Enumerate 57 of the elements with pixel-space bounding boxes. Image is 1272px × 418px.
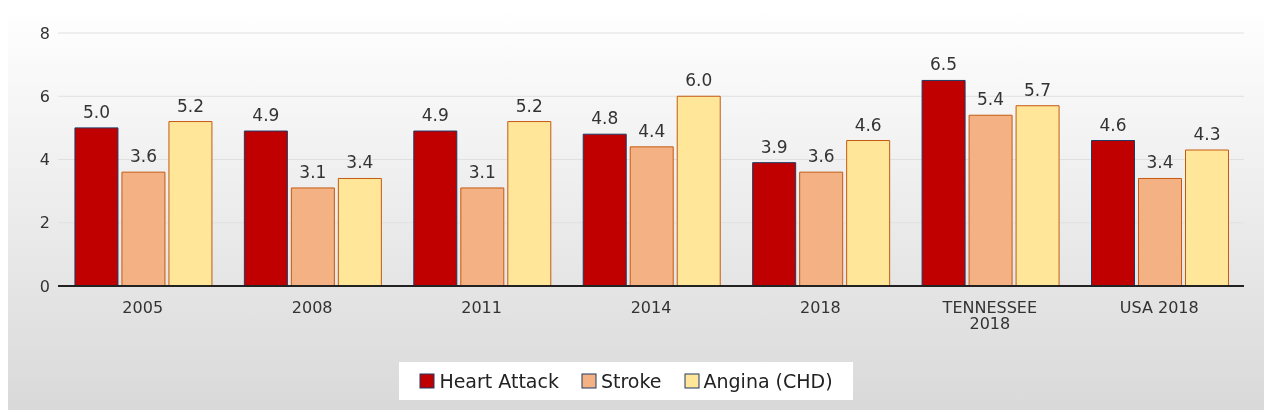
bar [1091,140,1136,286]
data-label: 6.0 [685,70,713,91]
data-label: 5.2 [176,95,204,116]
bar [968,114,1013,286]
data-label: 3.9 [760,136,788,157]
data-label: 5.4 [977,89,1005,110]
bar [799,171,844,286]
data-label: 4.3 [1193,124,1221,145]
bar [629,146,674,286]
bar [460,187,505,286]
data-label: 3.4 [1146,152,1174,173]
y-tick-label: 0 [39,276,50,296]
bar [413,130,458,286]
bar [121,171,166,286]
bar [243,130,288,286]
bar [1138,177,1183,286]
bar [921,79,966,286]
data-label: 6.5 [930,54,958,75]
legend-label: Angina (CHD) [702,370,833,392]
data-label: 3.1 [468,161,496,182]
legend-label: Heart Attack [438,370,559,392]
bar [74,127,119,286]
bar [290,187,335,286]
bar [168,121,213,286]
x-tick-label: TENNESSEE 2018 [941,298,1038,334]
bar [1185,149,1230,286]
data-label: 3.1 [299,161,327,182]
y-tick-label: 8 [39,23,50,43]
bar [507,121,552,286]
x-tick-label: 2008 [291,298,333,318]
data-label: 4.4 [638,120,666,141]
bar [846,140,891,286]
data-label: 5.2 [515,95,543,116]
bar [337,177,382,286]
bar [1015,105,1060,286]
data-label: 4.6 [1099,114,1127,135]
bar [752,162,797,286]
y-tick-label: 6 [39,86,50,106]
y-tick-label: 2 [39,213,50,233]
data-label: 5.7 [1024,79,1052,100]
data-label: 5.0 [82,101,110,122]
y-tick-label: 4 [39,150,50,170]
x-tick-label: 2005 [122,298,164,318]
legend-label: Stroke [599,370,662,392]
data-label: 4.9 [252,105,280,126]
x-tick-label: 2014 [630,298,672,318]
x-tick-label: 2018 [800,298,841,318]
bar [582,133,627,286]
data-label: 4.8 [591,108,619,129]
x-tick-label: USA 2018 [1119,298,1199,318]
data-label: 3.6 [129,146,157,167]
data-label: 3.6 [807,146,835,167]
bar [676,95,721,286]
data-label: 3.4 [346,152,374,173]
data-label: 4.9 [421,105,449,126]
data-label: 4.6 [854,114,882,135]
x-tick-label: 2011 [461,298,502,318]
